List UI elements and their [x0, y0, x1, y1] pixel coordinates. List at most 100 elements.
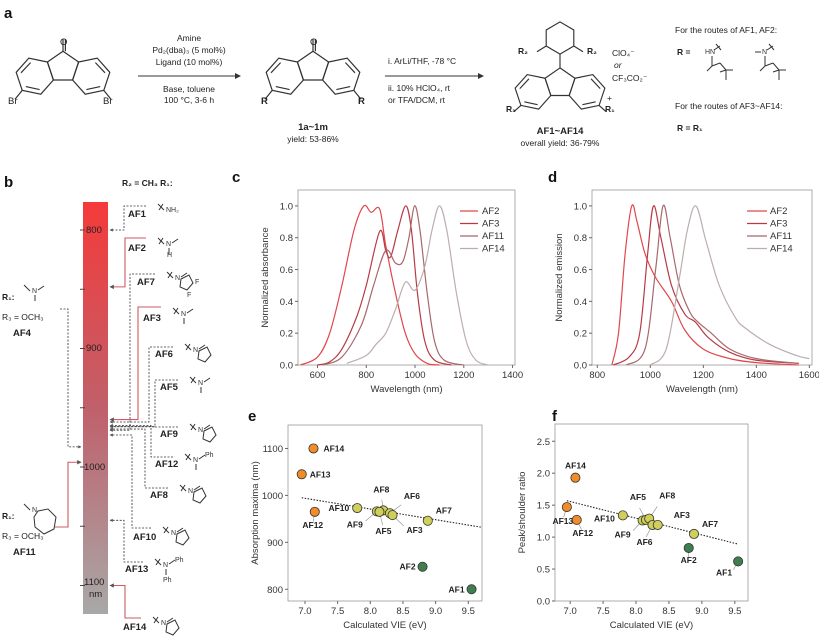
svg-text:N: N	[32, 288, 37, 295]
product-name: AF1~AF14	[537, 126, 584, 137]
panel-a-scheme: a O Br Br Amine Pd₂(dba)₃ (5 mol%) Ligan…	[4, 5, 786, 148]
point-label: AF3	[674, 510, 690, 520]
svg-text:N: N	[181, 311, 186, 318]
y-tick-label: 1.0	[537, 533, 550, 544]
legend-label: AF3	[482, 219, 499, 230]
wavelength-gradient-bar	[83, 202, 108, 614]
panel-label-e: e	[248, 408, 256, 425]
panel-label-c: c	[232, 169, 240, 186]
r1-substituent-structure-icon: NH₂	[157, 203, 179, 214]
y-tick-label: 2.5	[537, 437, 550, 448]
intermediate-yield: yield: 53-86%	[287, 134, 339, 144]
chart-f: f 7.0 7.5 8.0 8.5 9.0 9.5 0.0 0.5 1.0 1.5 2.0 2.5 Cal…	[517, 408, 749, 631]
n-label: N	[762, 49, 767, 56]
peak-pointer-line	[109, 433, 151, 529]
data-point-af3	[387, 510, 398, 521]
x-tick-label: 8.0	[629, 606, 642, 617]
y-tick-label: 0.2	[574, 329, 587, 340]
svg-text:N: N	[193, 347, 198, 354]
point-label: AF7	[436, 506, 452, 516]
chart-d: d 800 1000 1200 1400 1600 0.0 0.2 0.4 0.6 0.8 1.0 Wa…	[548, 169, 819, 395]
x-tick-label: 1200	[453, 370, 474, 381]
compound-label: AF4	[13, 328, 32, 339]
y-tick-label: 0.0	[537, 597, 550, 608]
point-label: AF1	[716, 567, 732, 577]
data-point-af12	[571, 514, 582, 525]
y-tick-label: 0.6	[574, 265, 587, 276]
data-point-af5	[374, 506, 385, 517]
compound-label: AF7	[137, 277, 155, 288]
r1-substituent-structure-icon: N FF	[166, 271, 199, 299]
routes-af3-af14-title: For the routes of AF3~AF14:	[675, 101, 783, 111]
svg-text:NH₂: NH₂	[166, 207, 179, 214]
step1-reagent-2: Pd₂(dba)₃ (5 mol%)	[152, 45, 226, 55]
scale-tick-800: 800	[86, 225, 102, 236]
svg-text:Ph: Ph	[205, 452, 214, 459]
routes-af1-af2-title: For the routes of AF1, AF2:	[675, 25, 777, 35]
y-tick-label: 900	[267, 538, 283, 549]
compound-label: AF14	[123, 622, 147, 633]
r1-substituent-structure-icon: N	[152, 616, 180, 636]
peak-pointer-line	[109, 423, 173, 458]
x-axis-label: Wavelength (nm)	[666, 384, 738, 395]
peak-pointer-line	[109, 427, 168, 489]
panel-label-b: b	[4, 174, 13, 191]
legend-label: AF11	[482, 231, 504, 242]
data-point-af3	[652, 519, 663, 530]
data-point-af13	[296, 469, 307, 480]
legend-label: AF2	[770, 206, 787, 217]
peak-pointer-line	[109, 237, 146, 290]
y-tick-label: 1.0	[280, 201, 293, 212]
peak-pointer-line	[60, 308, 82, 449]
ketone-o-label: O	[60, 37, 67, 48]
series-line-af3	[317, 205, 452, 366]
compound-af4: R₁: R₃ = OCH₃ AF4 N	[2, 284, 82, 449]
point-label: AF5	[630, 492, 646, 502]
x-tick-label: 1200	[693, 370, 714, 381]
y-tick-label: 0.4	[280, 297, 293, 308]
r1-substituent-structure-icon: N	[23, 284, 45, 301]
x-tick-label: 800	[589, 370, 605, 381]
data-point-af7	[422, 515, 433, 526]
point-label: AF12	[572, 528, 593, 538]
x-tick-label: 1000	[404, 370, 425, 381]
point-label: AF7	[702, 519, 718, 529]
y-tick-label: 0.4	[574, 297, 587, 308]
point-label: AF6	[636, 537, 652, 547]
svg-text:N: N	[32, 507, 37, 514]
routes-r-equals: R =	[677, 47, 691, 57]
x-tick-label: 8.5	[396, 606, 409, 617]
peak-pointer-line	[109, 583, 141, 619]
svg-text:N: N	[171, 530, 176, 537]
series-line-af3	[612, 205, 799, 366]
y-tick-label: 1100	[263, 444, 283, 455]
peak-pointer-line	[109, 205, 146, 232]
point-label: AF6	[404, 491, 420, 501]
step2-line-3: or TFA/DCM, rt	[388, 95, 446, 105]
product-r2-right: R₂	[587, 46, 597, 56]
data-point-af13	[561, 502, 572, 513]
point-label: AF13	[552, 516, 573, 526]
point-label: AF10	[594, 513, 615, 523]
x-tick-label: 9.0	[429, 606, 442, 617]
scale-unit: nm	[89, 589, 102, 600]
point-label: AF14	[565, 461, 586, 471]
x-tick-label: 1000	[640, 370, 661, 381]
r3-label: R₃ = OCH₃	[2, 531, 44, 541]
intermediate-o-label: O	[310, 37, 317, 48]
peak-pointer-line	[55, 460, 82, 528]
y-tick-label: 2.0	[537, 469, 550, 480]
r1-label: R₁:	[2, 292, 15, 302]
compound-label: AF3	[143, 313, 161, 324]
fluorenone-intermediate-structure-icon	[264, 39, 362, 100]
dibromofluorenone-structure-icon	[14, 39, 112, 100]
scale-tick-1100: 1100	[84, 577, 104, 588]
step2-line-2: ii. 10% HClO₄, rt	[388, 83, 451, 93]
point-label: AF8	[659, 491, 675, 501]
product-charge: +	[607, 93, 612, 103]
r1-substituent-structure-icon: N	[172, 307, 194, 324]
compound-af3: AF3 N	[109, 306, 194, 422]
svg-text:N: N	[188, 488, 193, 495]
svg-text:N: N	[198, 427, 203, 434]
nmeboc-structure-icon: N	[755, 43, 786, 80]
